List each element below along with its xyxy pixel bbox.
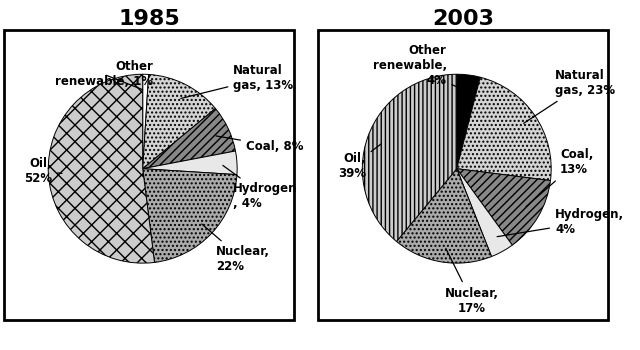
Wedge shape [362,74,457,242]
Wedge shape [457,74,480,169]
Wedge shape [143,169,237,262]
Wedge shape [457,169,512,257]
Wedge shape [48,74,154,263]
Wedge shape [143,75,216,169]
Text: Nuclear,
22%: Nuclear, 22% [202,224,269,273]
Title: 2003: 2003 [432,9,494,29]
Text: Coal,
13%: Coal, 13% [526,148,593,206]
Wedge shape [457,77,551,181]
Wedge shape [397,169,492,263]
Title: 1985: 1985 [118,9,180,29]
Wedge shape [457,169,550,245]
Text: Other
renewable, 1%: Other renewable, 1% [54,60,153,90]
Wedge shape [143,108,236,169]
Text: Hydrogen
, 4%: Hydrogen , 4% [223,166,298,210]
Text: Oil,
52%: Oil, 52% [24,157,62,185]
Text: Other
renewable,
4%: Other renewable, 4% [372,44,464,90]
Text: Coal, 8%: Coal, 8% [216,136,303,153]
Text: Nuclear,
17%: Nuclear, 17% [445,248,499,315]
Text: Natural
gas, 13%: Natural gas, 13% [181,64,294,98]
Text: Natural
gas, 23%: Natural gas, 23% [524,69,615,123]
Wedge shape [143,74,148,169]
Wedge shape [143,151,237,175]
Text: Hydrogen,
4%: Hydrogen, 4% [497,208,624,237]
Text: Oil,
39%: Oil, 39% [338,144,381,180]
